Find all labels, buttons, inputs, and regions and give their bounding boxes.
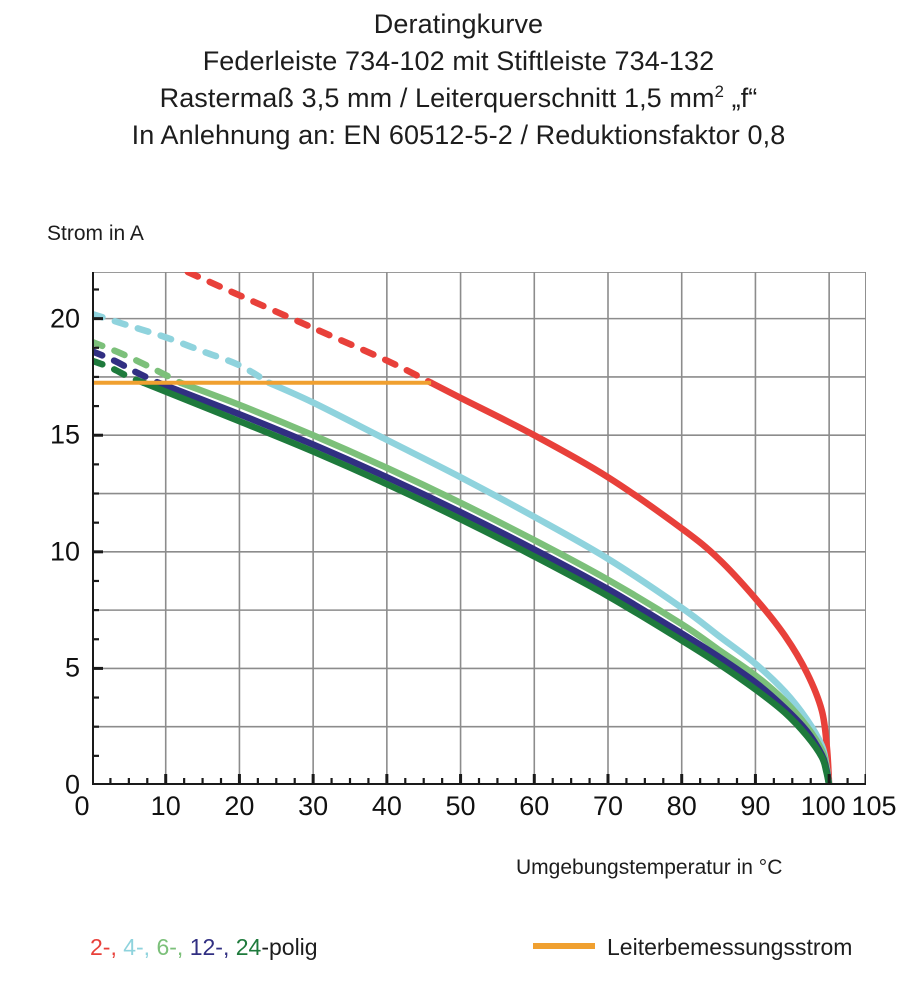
title-line-3-main: Rastermaß 3,5 mm / Leiterquerschnitt 1,5… <box>159 83 715 113</box>
title-line-4: In Anlehnung an: EN 60512-5-2 / Reduktio… <box>131 120 786 150</box>
title-line-1: Deratingkurve <box>373 9 544 39</box>
y-axis-label: Strom in A <box>47 222 144 245</box>
legend-rated-current-group: Leiterbemessungsstrom <box>533 932 852 962</box>
deratingkurve-plot <box>92 272 866 785</box>
tick-marks <box>92 288 866 785</box>
x-axis-label: Umgebungstemperatur in °C <box>516 856 783 879</box>
x-tick-label: 105 <box>851 791 897 821</box>
x-tick-label: 40 <box>371 791 402 821</box>
legend-poles-group: 2-, 4-, 6-, 12-, 24-polig <box>90 932 318 962</box>
x-tick-label: 70 <box>592 791 624 821</box>
x-tick-label: 10 <box>150 791 181 821</box>
curve-dashed-12-polig <box>92 348 162 387</box>
chart-title-block: Deratingkurve Federleiste 734-102 mit St… <box>0 6 917 154</box>
curve-dashed-4-polig <box>92 310 273 387</box>
x-tick-label: 20 <box>224 791 255 821</box>
series-curves <box>92 272 833 785</box>
curve-dashed-24-polig <box>92 357 147 387</box>
legend-poles-suffix: -polig <box>261 934 318 960</box>
curve-solid-2-polig <box>427 379 833 785</box>
legend-rated-current-label: Leiterbemessungsstrom <box>607 934 853 960</box>
x-tick-label: 90 <box>740 791 771 821</box>
x-tick-label: 100 <box>800 791 846 821</box>
y-tick-label: 15 <box>49 419 80 450</box>
legend-line-swatch-icon <box>533 943 595 949</box>
y-tick-label: 5 <box>64 652 80 683</box>
title-line-3: Rastermaß 3,5 mm / Leiterquerschnitt 1,5… <box>0 80 917 117</box>
title-line-3-tail: „f“ <box>724 83 758 113</box>
x-tick-label: 80 <box>666 791 697 821</box>
y-tick-label: 0 <box>64 769 80 800</box>
chart-legend: 2-, 4-, 6-, 12-, 24-polig Leiterbemessun… <box>0 932 917 982</box>
legend-pole-4: 24 <box>235 934 262 960</box>
legend-pole-2: 6-, <box>156 934 190 960</box>
x-tick-label: 0 <box>74 791 90 821</box>
chart-plot-area <box>92 272 866 785</box>
title-line-2: Federleiste 734-102 mit Stiftleiste 734-… <box>202 46 715 76</box>
gridlines <box>92 272 866 785</box>
legend-pole-1: 4-, <box>123 934 157 960</box>
curve-dashed-6-polig <box>92 338 184 387</box>
legend-pole-0: 2-, <box>90 934 124 960</box>
title-line-3-superscript: 2 <box>714 82 724 101</box>
curve-solid-24-polig <box>140 379 833 785</box>
x-tick-label: 50 <box>445 791 476 821</box>
x-tick-label: 30 <box>298 791 329 821</box>
legend-pole-3: 12-, <box>189 934 236 960</box>
y-tick-label: 10 <box>49 536 80 567</box>
x-tick-label: 60 <box>519 791 550 821</box>
y-tick-label: 20 <box>49 303 80 334</box>
